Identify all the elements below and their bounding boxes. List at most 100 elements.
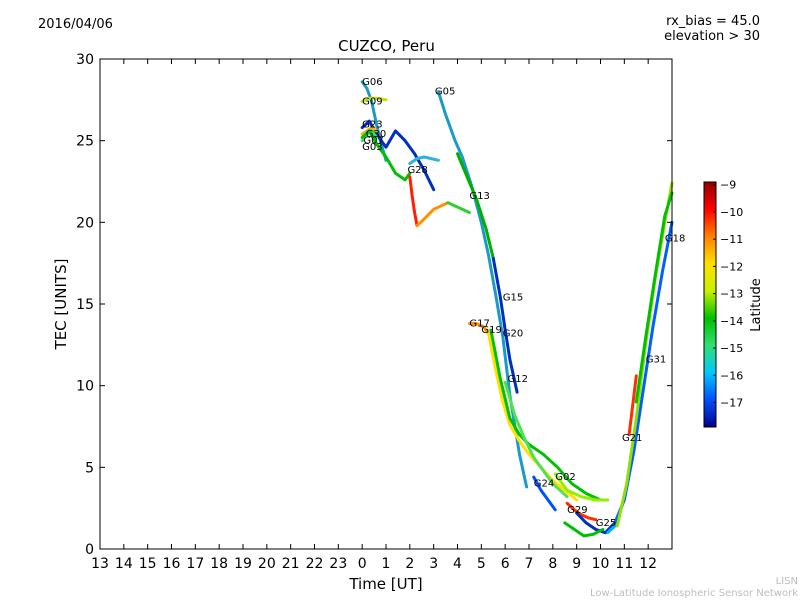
series-line-g09 <box>360 96 388 103</box>
x-tick-label: 15 <box>139 556 157 572</box>
x-axis-label: Time [UT] <box>348 575 422 593</box>
colorbar-tick-label: −17 <box>720 397 743 410</box>
series-line-g18 <box>634 191 674 404</box>
series-line-g28d <box>408 155 440 165</box>
y-tick-label: 30 <box>76 52 94 68</box>
x-axis: 13 14 15 16 17 18 19 20 21 22 23 0 1 2 3 4 5 6 7 8 9 10 11 12 <box>91 59 657 572</box>
satellite-label: G20 <box>503 328 523 339</box>
x-tick-label: 19 <box>234 556 252 572</box>
satellite-label: G12 <box>508 374 528 385</box>
y-tick-label: 25 <box>76 134 94 150</box>
x-tick-label: 14 <box>115 556 133 572</box>
x-tick-label: 12 <box>639 556 657 572</box>
x-tick-label: 20 <box>258 556 276 572</box>
colorbar-label: Latitude <box>749 278 764 332</box>
x-tick-label: 17 <box>186 556 204 572</box>
x-tick-label: 18 <box>210 556 228 572</box>
satellite-label: G25 <box>596 518 616 529</box>
colorbar-tick-label: −16 <box>720 369 743 382</box>
series-line-g06 <box>360 80 388 162</box>
x-tick-label: 11 <box>615 556 633 572</box>
x-tick-label: 23 <box>329 556 347 572</box>
x-tick-label: 5 <box>477 556 486 572</box>
series-line-g02 <box>553 472 610 502</box>
satellite-label: G06 <box>362 77 382 88</box>
satellite-label: G05 <box>435 87 455 98</box>
series-line-g23 <box>360 119 436 192</box>
y-tick-label: 0 <box>85 542 94 558</box>
colorbar-tick-label: −14 <box>720 315 743 328</box>
series-line-g20 <box>489 328 602 502</box>
colorbar-tick-label: −15 <box>720 342 743 355</box>
series-line-g28 <box>408 175 419 228</box>
series-line-g25b <box>563 521 605 538</box>
satellite-label: G13 <box>469 191 489 202</box>
x-tick-label: 22 <box>306 556 324 572</box>
x-tick-label: 0 <box>358 556 367 572</box>
x-tick-label: 21 <box>282 556 300 572</box>
series-line-g28c <box>446 201 471 214</box>
satellite-label: G17 <box>469 319 489 330</box>
colorbar-tick-label: −13 <box>720 288 743 301</box>
y-axis-label: TEC [UNITS] <box>52 259 70 351</box>
y-tick-label: 20 <box>76 215 94 231</box>
satellite-label: G09 <box>362 96 382 107</box>
series-line-g12 <box>503 380 569 499</box>
satellite-label: G31 <box>646 355 666 366</box>
x-tick-label: 16 <box>163 556 181 572</box>
chart-title: CUZCO, Peru <box>338 37 435 55</box>
series-line-g15 <box>491 256 519 394</box>
y-tick-label: 10 <box>76 379 94 395</box>
satellite-label: G18 <box>665 234 685 245</box>
series-line-g29 <box>565 501 598 522</box>
x-tick-label: 9 <box>572 556 581 572</box>
satellite-label: G02 <box>555 472 575 483</box>
credit-network: Low-Latitude Ionospheric Sensor Network <box>590 588 798 599</box>
series-line-g13 <box>456 152 495 260</box>
satellite-label: G23 <box>362 119 382 130</box>
x-tick-label: 4 <box>453 556 462 572</box>
satellite-label: G28 <box>407 165 427 176</box>
x-tick-label: 10 <box>592 556 610 572</box>
colorbar-tick-label: −12 <box>720 260 743 273</box>
x-tick-label: 2 <box>405 556 414 572</box>
satellite-label: G29 <box>567 505 587 516</box>
colorbar-tick-label: −10 <box>720 206 743 219</box>
satellite-label: G15 <box>503 292 523 303</box>
satellite-label: G30 <box>366 129 386 140</box>
series-line-g21b <box>627 374 638 437</box>
y-tick-label: 5 <box>85 460 94 476</box>
colorbar-tick-label: −11 <box>720 233 743 246</box>
satellite-label: G24 <box>534 479 554 490</box>
rx-bias-label: rx_bias = 45.0 <box>666 14 760 29</box>
x-tick-label: 8 <box>548 556 557 572</box>
colorbar-tick-label: −9 <box>720 179 736 192</box>
colorbar-ticks: −9 −10 −11 −12 −13 −14 −15 −16 −17 <box>713 179 743 410</box>
date-label: 2016/04/06 <box>38 17 113 32</box>
series-line-g17 <box>467 322 490 335</box>
x-tick-label: 7 <box>525 556 534 572</box>
satellite-label: G03 <box>362 142 382 153</box>
series-line-g25 <box>575 511 617 535</box>
colorbar <box>703 181 717 428</box>
series-line-g28b <box>415 201 450 228</box>
credit-lisn: LISN <box>775 576 798 587</box>
series-line-g03 <box>360 129 412 182</box>
series-line-g19 <box>487 331 579 502</box>
satellite-label: G21 <box>622 433 642 444</box>
series-line-g05 <box>436 90 529 489</box>
series-layer <box>360 80 674 538</box>
y-tick-label: 15 <box>76 297 94 313</box>
x-tick-label: 1 <box>382 556 391 572</box>
series-line-g24 <box>532 475 557 512</box>
x-tick-label: 6 <box>501 556 510 572</box>
satellite-label: G19 <box>481 325 501 336</box>
y-axis: 0 5 10 15 20 25 30 <box>76 52 672 558</box>
satellite-label: G07 <box>363 136 383 147</box>
elevation-label: elevation > 30 <box>664 29 760 44</box>
x-tick-label: 13 <box>91 556 109 572</box>
x-tick-label: 3 <box>429 556 438 572</box>
series-line-g30 <box>360 126 378 136</box>
